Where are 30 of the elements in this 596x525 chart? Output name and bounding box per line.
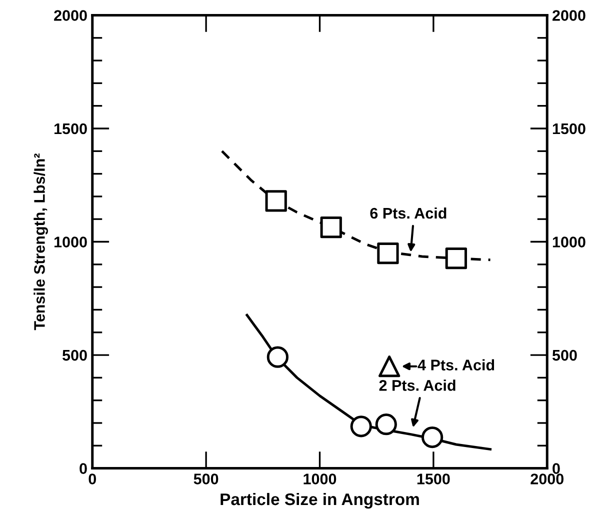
y2-tick-label: 1000 xyxy=(552,236,586,248)
x-axis-title: Particle Size in Angstrom xyxy=(220,492,419,509)
y2-tick-label: 0 xyxy=(552,463,560,474)
y2-tick-label: 2000 xyxy=(552,10,586,21)
x-tick-label: 2000 xyxy=(530,474,564,484)
point xyxy=(421,426,444,448)
y-tick-label: 1500 xyxy=(54,123,87,134)
x-tick-label: 1000 xyxy=(304,474,336,484)
y2-tick-label: 500 xyxy=(552,350,577,361)
annotation: 4 Pts. Acid xyxy=(418,359,494,370)
point xyxy=(265,190,287,212)
y-axis-title: Tensile Strength, Lbs/In² xyxy=(34,154,48,330)
y-tick-label: 0 xyxy=(80,463,87,474)
point xyxy=(377,242,399,264)
y-tick-label: 500 xyxy=(62,350,87,361)
point xyxy=(375,414,397,436)
point xyxy=(445,247,467,270)
x-tick-label: 500 xyxy=(194,474,218,484)
y2-tick-label: 1500 xyxy=(552,123,586,134)
x-tick-label: 1500 xyxy=(417,474,450,484)
point xyxy=(266,346,289,368)
line-series xyxy=(246,314,492,451)
point xyxy=(378,356,400,378)
y-tick-label: 2000 xyxy=(54,10,87,21)
annotation: 6 Pts. Acid xyxy=(370,207,446,219)
point xyxy=(320,216,342,238)
x-tick-label: 0 xyxy=(88,474,96,484)
annotation: 2 Pts. Acid xyxy=(379,380,456,391)
point xyxy=(350,416,372,438)
y-tick-label: 1000 xyxy=(54,236,87,248)
